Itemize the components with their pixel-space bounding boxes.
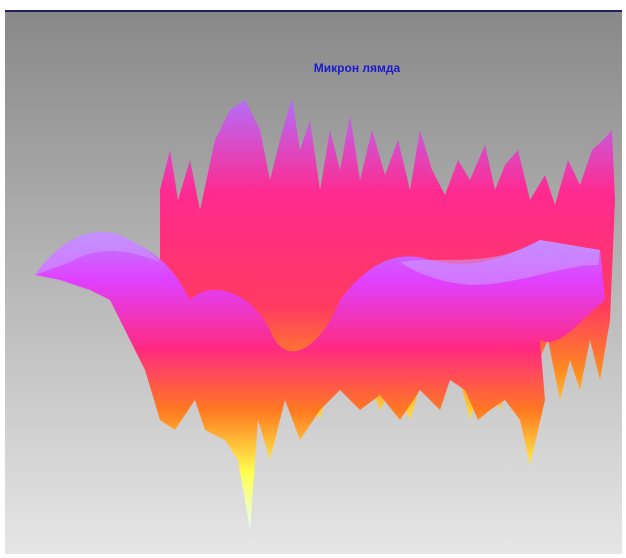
page: {"title": "Микрон лямда"} Микрон лямда (… [0,0,626,558]
plot-window: Микрон лямда [0,0,626,558]
plot-title: Микрон лямда [314,61,401,75]
